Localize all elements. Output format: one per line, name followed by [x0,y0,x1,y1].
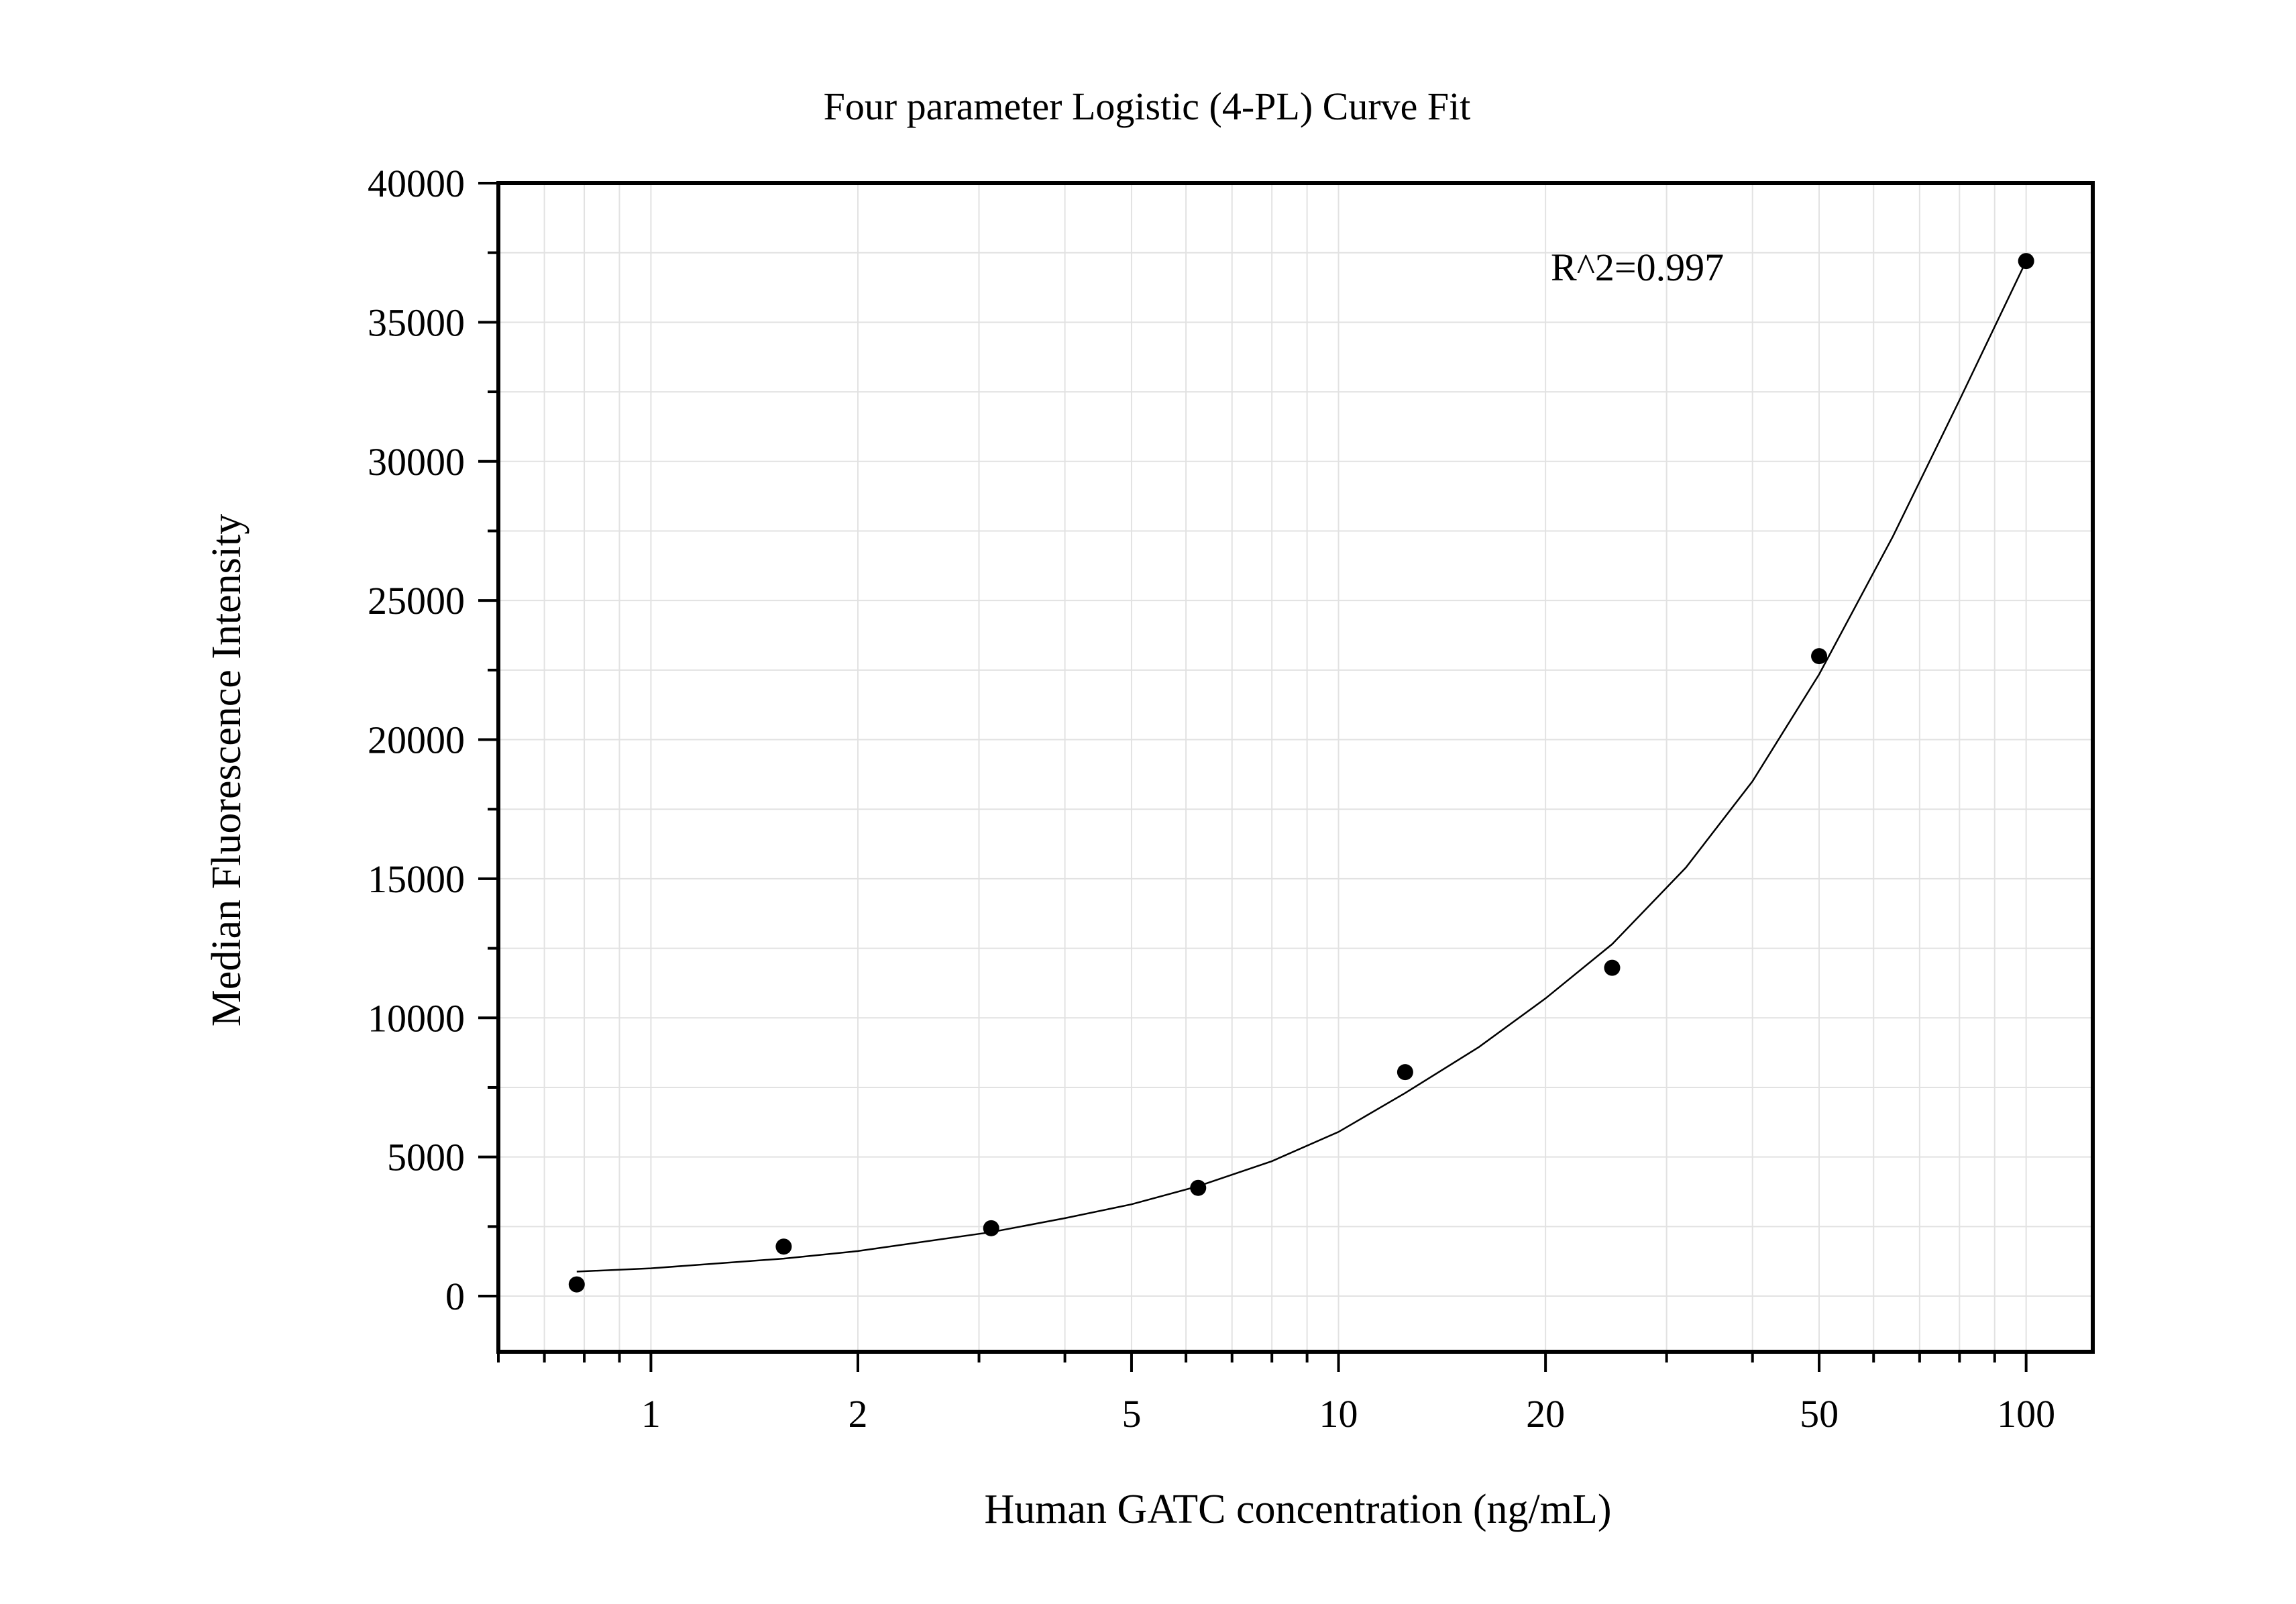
data-points [568,253,2034,1293]
data-point [1190,1179,1207,1196]
x-tick-label: 2 [849,1392,868,1436]
y-axis-label: Median Fluorescence Intensity [204,514,250,1026]
y-tick-label: 15000 [368,857,465,901]
grid [498,182,2093,1352]
x-tick-label: 20 [1526,1392,1565,1436]
axis-ticks [478,182,2028,1372]
fit-curve-layer [576,260,2027,1273]
y-tick-label: 20000 [368,718,465,762]
data-point [1604,959,1621,976]
x-axis-label: Human GATC concentration (ng/mL) [985,1487,1612,1532]
x-tick-label: 10 [1319,1392,1358,1436]
x-tick-label: 100 [1997,1392,2055,1436]
x-tick-label: 1 [641,1392,661,1436]
x-tick-label: 5 [1122,1392,1141,1436]
y-tick-label: 5000 [387,1136,465,1179]
chart-title: Four parameter Logistic (4-PL) Curve Fit [824,85,1471,128]
y-tick-label: 0 [445,1275,465,1318]
y-tick-label: 25000 [368,579,465,623]
r-squared-annotation: R^2=0.997 [1551,246,1724,289]
y-tick-label: 30000 [368,440,465,484]
y-tick-label: 10000 [368,996,465,1040]
plot-frame [496,181,2095,1354]
x-tick-labels: 1 2 5 10 20 50 100 [641,1392,2055,1436]
y-tick-label: 35000 [368,301,465,344]
data-point [983,1220,999,1236]
data-point [568,1276,585,1293]
fit-curve [576,260,2027,1273]
y-tick-label: 40000 [368,162,465,205]
y-tick-labels: 0 5000 10000 15000 20000 25000 30000 35000 40000 [368,162,465,1318]
x-tick-label: 50 [1800,1392,1839,1436]
data-point [1397,1064,1413,1081]
data-point [1811,648,1828,665]
data-point [775,1238,792,1255]
data-point [2018,253,2034,270]
